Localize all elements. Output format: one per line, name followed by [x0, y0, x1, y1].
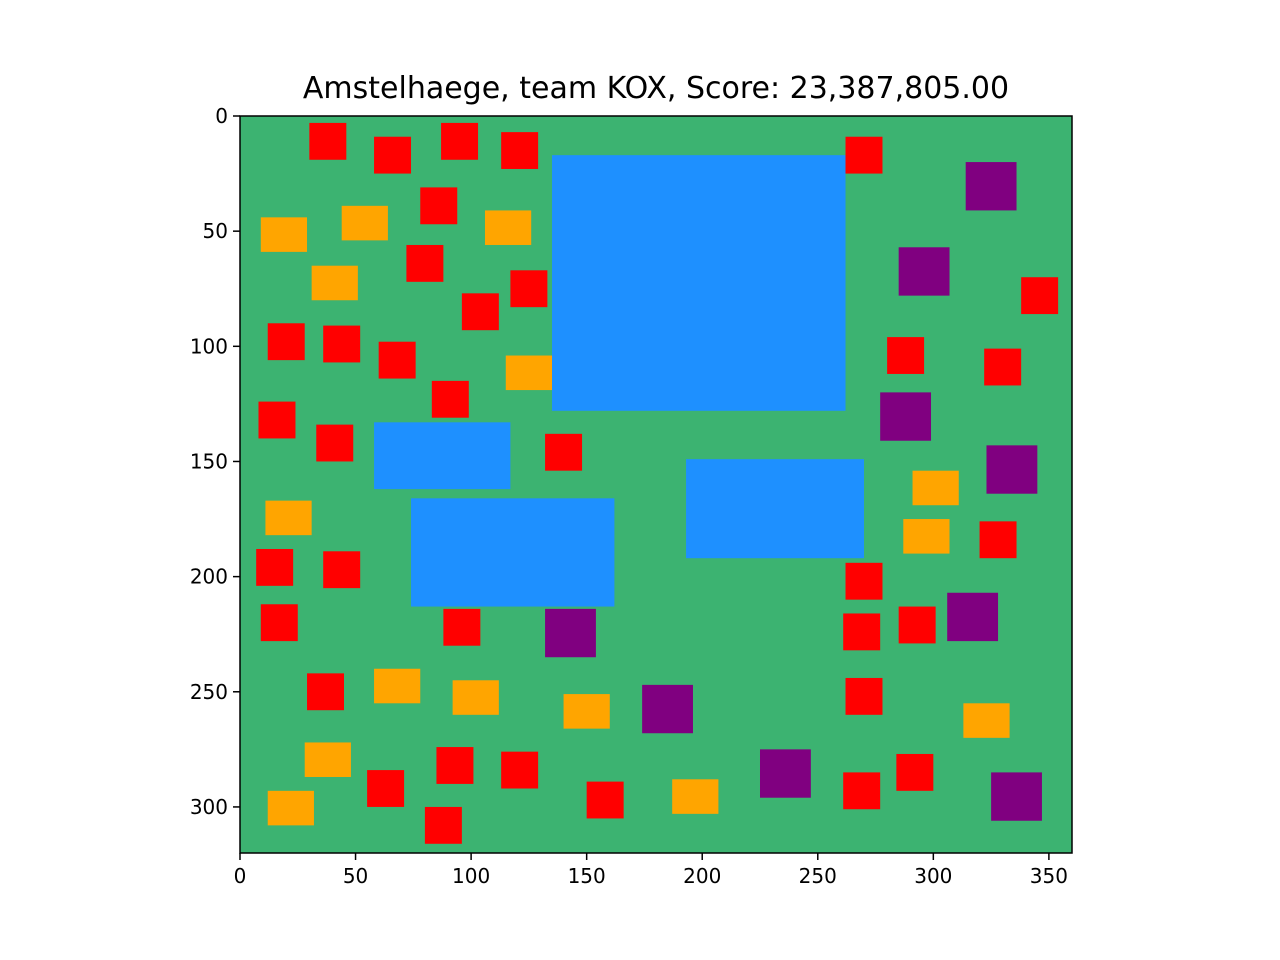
small-house — [1021, 277, 1059, 315]
small-house — [461, 293, 499, 331]
medium-house — [260, 217, 308, 252]
large-house — [545, 608, 596, 658]
small-house — [984, 348, 1022, 386]
small-house — [441, 122, 479, 160]
medium-house — [505, 355, 552, 391]
small-house — [979, 521, 1017, 559]
x-tick-label: 100 — [452, 864, 490, 888]
small-house — [845, 677, 883, 715]
x-tick-label: 50 — [343, 864, 368, 888]
medium-house — [912, 470, 959, 506]
small-house — [406, 244, 444, 282]
large-house — [880, 392, 932, 441]
small-house — [323, 551, 361, 589]
house-layer — [256, 122, 1059, 844]
y-axis: 0 50 100 150 200 250 300 — [190, 104, 240, 819]
x-tick-label: 350 — [1030, 864, 1068, 888]
small-house — [260, 604, 298, 642]
small-house — [436, 747, 474, 784]
small-house — [843, 772, 881, 810]
small-house — [258, 401, 296, 439]
water-body — [411, 498, 615, 607]
medium-house — [672, 779, 719, 814]
water-body — [374, 422, 511, 490]
small-house — [307, 673, 344, 711]
small-house — [374, 136, 412, 174]
x-tick-label: 250 — [799, 864, 837, 888]
small-house — [501, 751, 539, 789]
y-tick-label: 150 — [190, 449, 228, 473]
x-tick-label: 300 — [914, 864, 952, 888]
small-house — [843, 613, 881, 651]
medium-house — [341, 205, 388, 241]
medium-house — [311, 265, 358, 301]
small-house — [887, 337, 925, 374]
small-house — [443, 608, 481, 646]
small-house — [316, 424, 354, 462]
small-house — [896, 753, 934, 791]
water-body — [686, 459, 864, 559]
large-house — [947, 592, 999, 642]
large-house — [898, 247, 950, 296]
x-axis: 0 50 100 150 200 250 300 350 — [234, 853, 1068, 888]
chart-title: Amstelhaege, team KOX, Score: 23,387,805… — [303, 71, 1009, 106]
small-house — [323, 325, 361, 363]
medium-house — [484, 210, 532, 245]
small-house — [424, 806, 462, 844]
small-house — [420, 187, 458, 225]
large-house — [991, 772, 1042, 821]
small-house — [545, 433, 583, 471]
y-tick-label: 50 — [203, 219, 228, 243]
small-house — [431, 380, 469, 418]
small-house — [898, 606, 936, 644]
small-house — [378, 341, 416, 379]
small-house — [845, 136, 883, 174]
y-tick-label: 250 — [190, 680, 228, 704]
y-tick-label: 200 — [190, 565, 228, 589]
water-body — [552, 155, 846, 411]
x-tick-label: 0 — [234, 864, 247, 888]
medium-house — [267, 790, 314, 826]
x-tick-label: 200 — [683, 864, 721, 888]
small-house — [501, 132, 539, 169]
y-tick-label: 100 — [190, 334, 228, 358]
medium-house — [963, 703, 1010, 738]
small-house — [845, 562, 883, 600]
medium-house — [563, 694, 610, 729]
y-tick-label: 0 — [215, 104, 228, 128]
medium-house — [903, 519, 950, 554]
x-tick-label: 150 — [568, 864, 606, 888]
large-house — [965, 162, 1017, 211]
medium-house — [265, 500, 312, 536]
small-house — [510, 270, 548, 308]
small-house — [309, 122, 347, 160]
small-house — [256, 548, 294, 586]
medium-house — [374, 668, 421, 704]
water-layer — [374, 155, 864, 607]
small-house — [367, 770, 405, 807]
small-house — [586, 781, 624, 819]
y-tick-label: 300 — [190, 795, 228, 819]
large-house — [986, 445, 1038, 494]
medium-house — [452, 680, 499, 715]
large-house — [760, 749, 811, 798]
plot-frame — [239, 115, 1073, 854]
small-house — [267, 323, 305, 361]
large-house — [642, 684, 693, 734]
medium-house — [304, 742, 351, 777]
